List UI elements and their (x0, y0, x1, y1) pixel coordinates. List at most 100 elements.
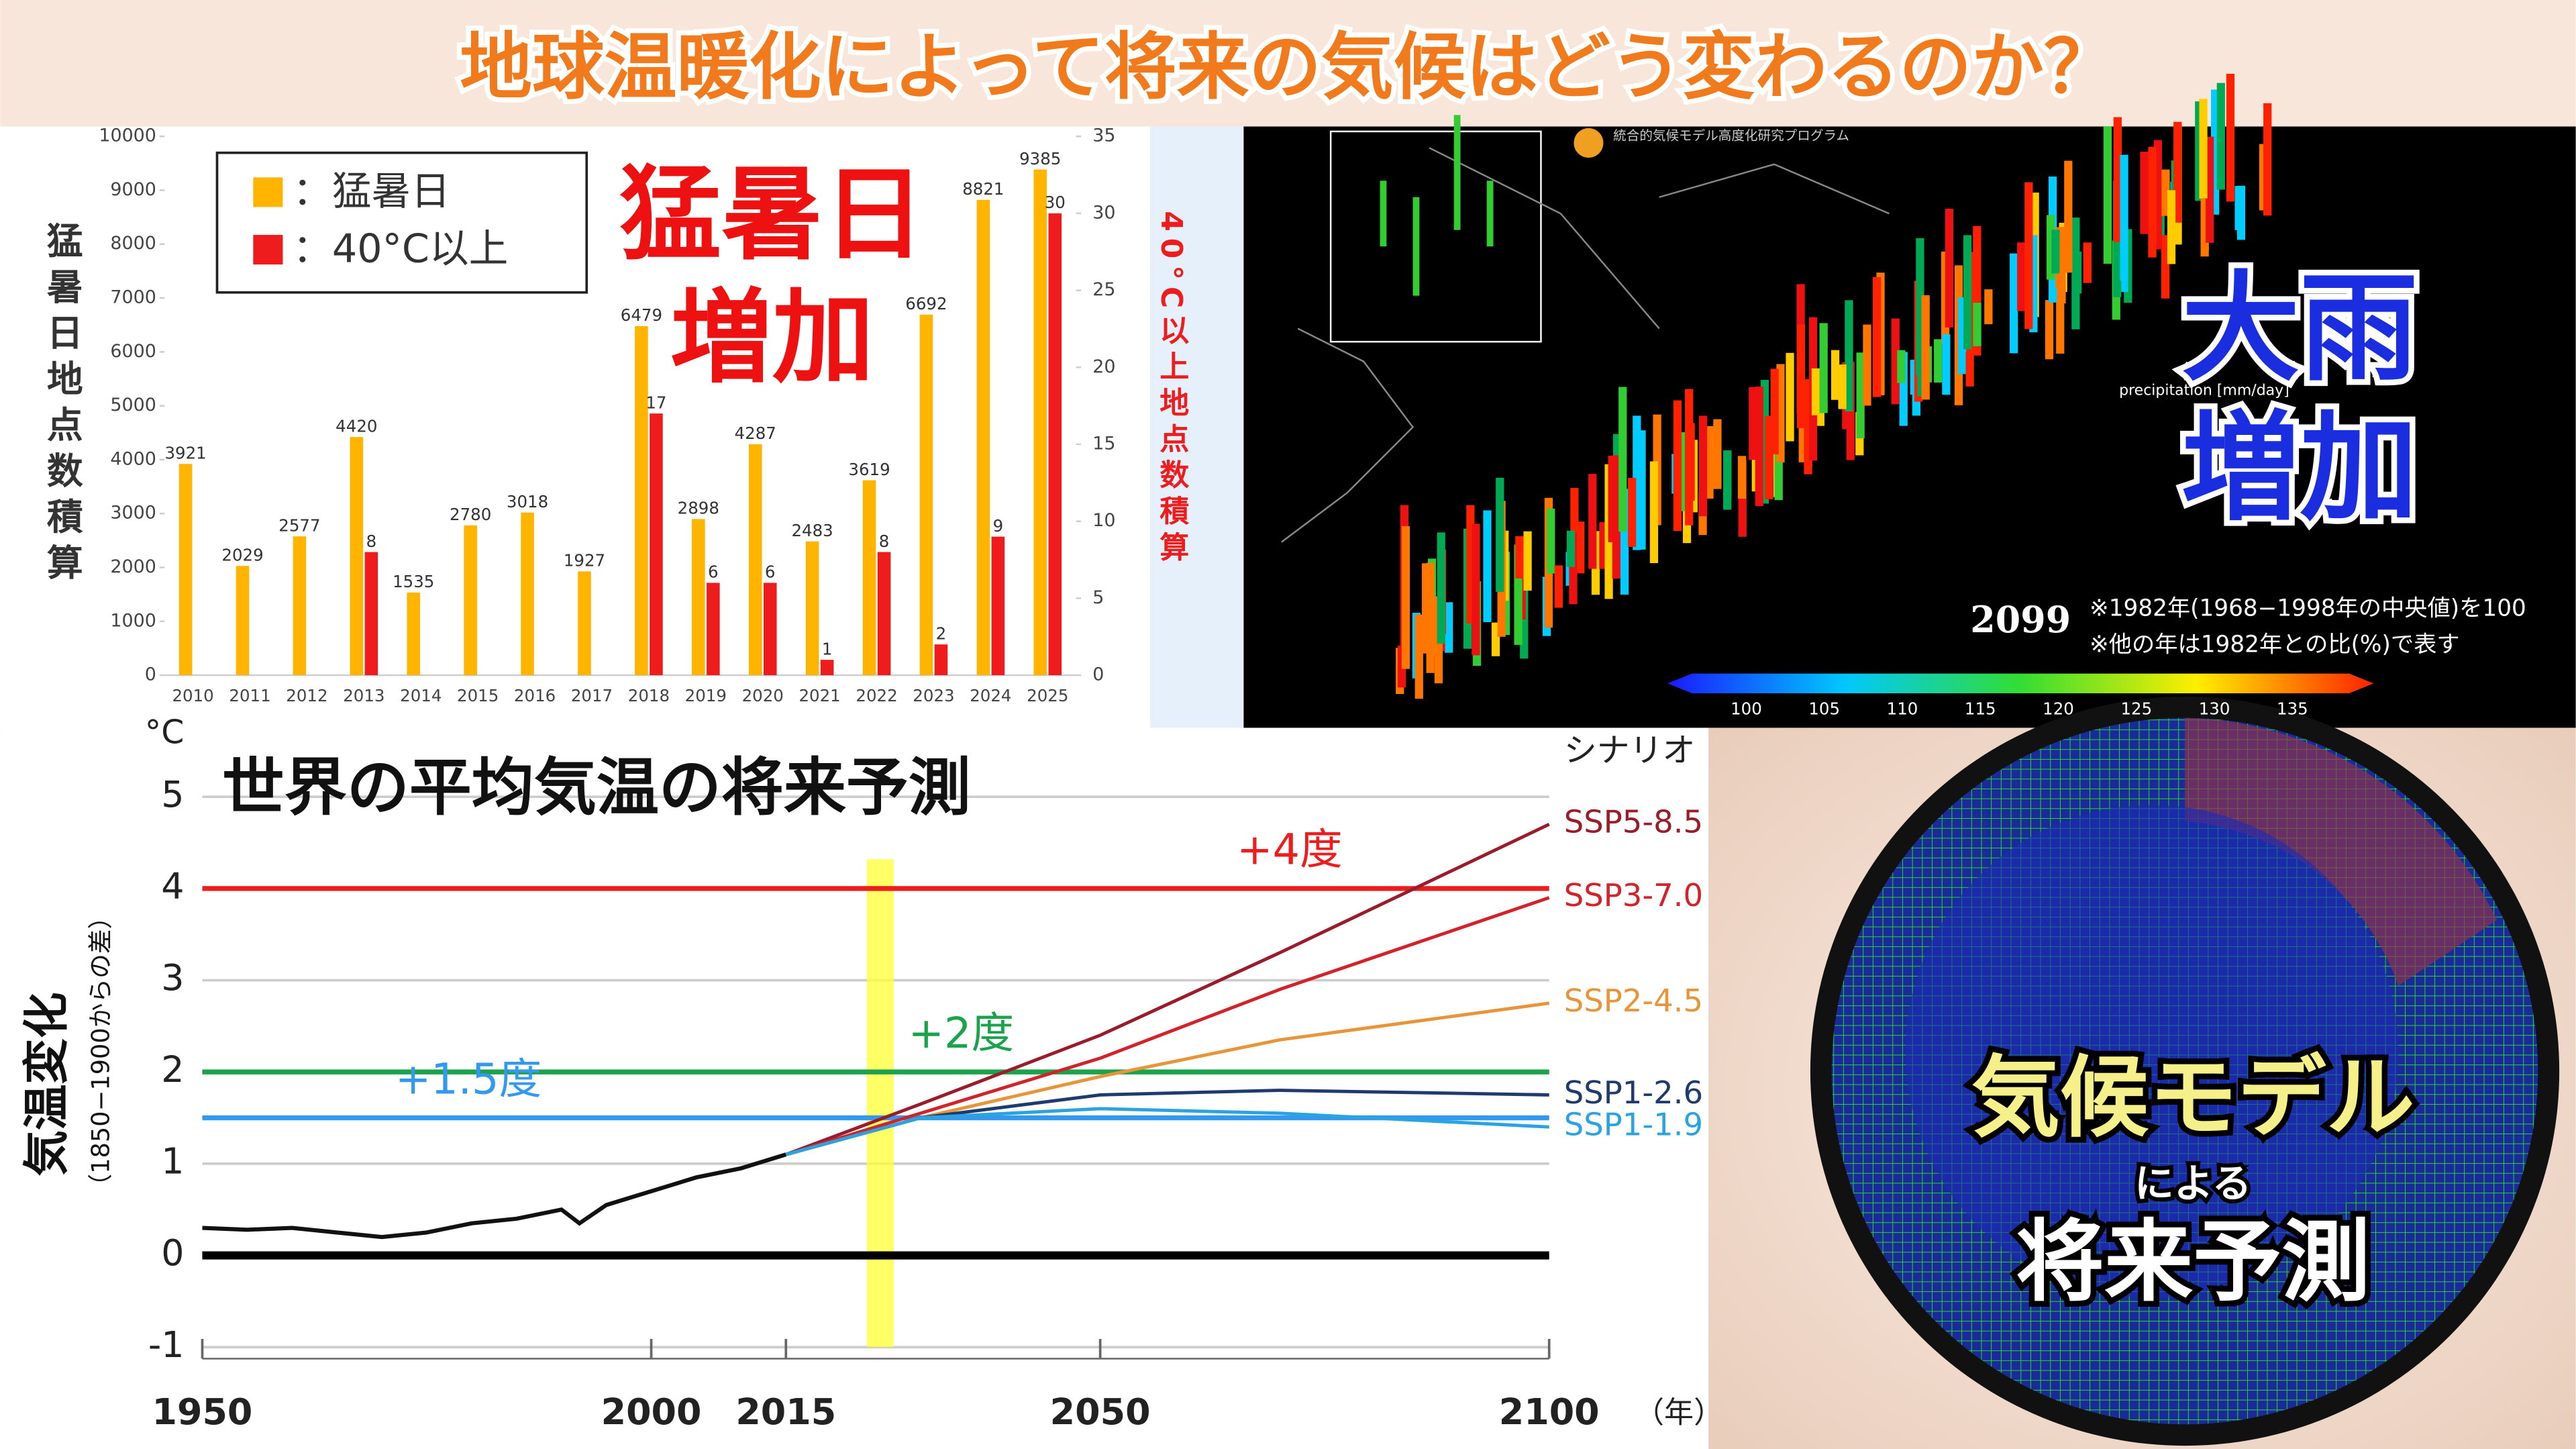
value-label: 3018 (507, 492, 548, 511)
map-bar (1770, 368, 1779, 454)
map-bar (1796, 324, 1806, 428)
y-unit: °C (145, 713, 185, 752)
map-bar (2113, 117, 2122, 242)
map-bar (1673, 400, 1682, 532)
colorbar-tick-label: 120 (2043, 699, 2074, 718)
y-tick-label: 1 (161, 1140, 184, 1183)
x-tick-label: 2015 (457, 686, 499, 705)
program-logo (1574, 128, 1604, 158)
map-bar (1984, 289, 1993, 325)
map-bar (1426, 562, 1435, 673)
map-bar (1921, 295, 1930, 400)
bar (350, 437, 364, 676)
colorbar (1667, 673, 2374, 693)
y-tick-label: -1 (148, 1323, 185, 1366)
colorbar-tick-label: 115 (1965, 699, 1996, 718)
map-bar (1831, 350, 1840, 400)
program-name: 統合的気候モデル高度化研究プログラム (1613, 128, 1849, 144)
map-bar (2199, 99, 2208, 199)
y-tick-label: 4 (161, 865, 184, 907)
x-tick-label: 2013 (343, 686, 384, 705)
bar (178, 464, 193, 676)
map-bar (1755, 386, 1763, 507)
map-bar (1856, 352, 1865, 439)
value-label: 8821 (962, 179, 1004, 199)
value-label: 6692 (905, 294, 947, 313)
x-tick-label: 2016 (514, 686, 556, 705)
map (1280, 73, 2272, 699)
legend-label: SSP1-2.6 (1564, 1075, 1703, 1111)
y-tick-label: 3000 (110, 503, 156, 523)
bar (464, 525, 477, 676)
bar (521, 512, 534, 676)
map-bar (2024, 182, 2033, 330)
annotation: 猛暑日 (619, 155, 925, 274)
legend-label: SSP2-4.5 (1564, 983, 1703, 1019)
colorbar-tick-label: 135 (2277, 699, 2308, 718)
map-bar (1934, 339, 1943, 383)
x-tick-label: 2100 (1499, 1391, 1600, 1433)
map-bar (2236, 185, 2246, 240)
model-line: による (2134, 1160, 2251, 1206)
y-tick-label: 4000 (110, 448, 156, 469)
bar (650, 413, 663, 676)
scenario-line (785, 896, 1550, 1156)
bar (748, 444, 762, 676)
map-bar (1486, 181, 1494, 247)
map-bar (1637, 490, 1645, 550)
map-note: ※他の年は1982年との比(%)で表す (2090, 632, 2460, 658)
y-axis-sublabel: （1850−1900からの差） (87, 905, 115, 1199)
bar (805, 541, 819, 676)
x-tick-label: 2019 (685, 686, 727, 705)
map-bar (2064, 160, 2073, 273)
y-tick-label: 10000 (99, 126, 156, 146)
x-tick-label: 2000 (601, 1391, 702, 1433)
y-axis-label: 猛暑日地点数積算 (41, 221, 83, 589)
rain-headline: 大雨 (2181, 259, 2418, 397)
map-bar (1698, 415, 1708, 517)
rain-headline: 増加 (2181, 399, 2418, 537)
panel-gap (1149, 126, 1244, 728)
value-label: 17 (646, 393, 666, 412)
y-tick-label: 0 (145, 664, 156, 685)
map-bar (2120, 154, 2128, 281)
value-label: 3619 (848, 460, 890, 479)
legend-label: ：40°C以上 (293, 226, 508, 272)
map-bar (1496, 477, 1504, 592)
model-line: 将来予測 (2016, 1211, 2371, 1314)
annotation: 増加 (670, 279, 874, 397)
value-label: 4420 (336, 416, 377, 436)
map-bar (1819, 323, 1828, 413)
legend-swatch (253, 177, 283, 207)
bar (877, 552, 891, 676)
map-bar (2206, 136, 2214, 243)
map-bar (1437, 532, 1445, 644)
map-bar (1897, 350, 1906, 383)
legend-label: SSP5-8.5 (1564, 804, 1703, 840)
bar (1048, 213, 1062, 676)
map-bar (1838, 364, 1847, 409)
value-label: 1535 (393, 572, 434, 591)
colorbar-tick-label: 110 (1887, 699, 1918, 718)
legend-label: ：猛暑日 (293, 168, 450, 214)
x-tick-label: 2012 (286, 686, 327, 705)
map-bar (1523, 531, 1532, 591)
map-bar (1380, 181, 1387, 247)
map-bar (1445, 602, 1453, 653)
value-label: 1 (822, 639, 833, 658)
bar (293, 536, 307, 676)
map-bar (2173, 121, 2182, 223)
legend-swatch (253, 235, 283, 265)
legend-title: シナリオ (1564, 732, 1696, 770)
map-bar (1588, 474, 1597, 569)
x-tick-label: 2015 (735, 1391, 836, 1433)
colorbar-tick-label: 105 (1808, 699, 1840, 718)
bar (707, 583, 720, 676)
x-tick-label: 2014 (400, 686, 442, 705)
map-bar (2226, 73, 2235, 202)
page-title: 地球温暖化によって将来の気候はどう変わるのか？ (460, 26, 2116, 109)
y-tick-label: 5000 (110, 395, 156, 415)
y-tick-label: 2000 (110, 556, 156, 577)
y2-tick-label: 35 (1092, 126, 1115, 146)
x-unit: （年） (1635, 1396, 1723, 1430)
